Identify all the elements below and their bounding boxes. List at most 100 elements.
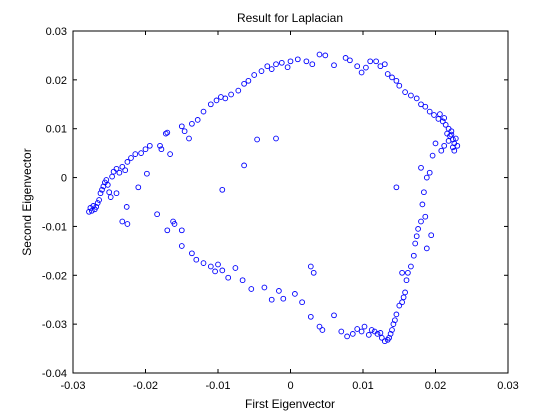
data-point — [413, 95, 420, 102]
data-point — [377, 330, 384, 336]
data-point — [200, 260, 207, 266]
y-tick-label: 0.03 — [46, 26, 67, 38]
data-point — [164, 227, 171, 234]
data-point — [303, 58, 310, 65]
data-point — [178, 243, 185, 249]
data-point — [363, 64, 369, 71]
x-tick-label: -0.01 — [205, 380, 230, 392]
data-point — [276, 288, 282, 294]
data-point — [138, 150, 144, 156]
data-point — [399, 269, 405, 276]
data-point — [258, 68, 265, 74]
data-point — [228, 91, 234, 98]
data-point — [441, 142, 448, 149]
data-point — [354, 63, 361, 70]
data-point — [367, 58, 374, 65]
data-point — [132, 151, 139, 157]
data-point — [378, 334, 385, 341]
data-point — [445, 138, 452, 144]
data-point — [164, 129, 171, 136]
data-point — [119, 163, 126, 170]
data-point — [418, 218, 424, 225]
x-tick-label: 0.02 — [425, 380, 446, 392]
data-point — [413, 233, 420, 240]
data-point — [144, 170, 150, 177]
data-point — [171, 221, 178, 227]
data-point — [309, 61, 316, 68]
data-point — [215, 261, 221, 268]
tick-marks — [72, 30, 509, 374]
data-point — [142, 146, 149, 153]
data-point — [419, 201, 426, 208]
data-point — [94, 200, 101, 206]
data-point — [103, 177, 110, 183]
data-point — [384, 71, 391, 77]
data-point — [426, 108, 433, 115]
x-tick-label: -0.02 — [133, 380, 158, 392]
data-point — [99, 186, 105, 193]
data-point — [251, 72, 258, 78]
data-point — [322, 52, 329, 59]
data-point — [178, 227, 185, 234]
data-point — [418, 101, 424, 108]
data-point — [396, 82, 403, 89]
data-point — [415, 226, 421, 232]
data-point — [393, 184, 400, 191]
data-point — [448, 128, 455, 135]
y-tick-label: 0.02 — [46, 75, 67, 87]
data-point — [389, 74, 395, 81]
data-point — [423, 245, 430, 252]
data-points — [86, 51, 461, 345]
data-point — [124, 159, 131, 165]
data-point — [86, 208, 92, 215]
data-point — [157, 142, 163, 149]
data-point — [284, 64, 291, 71]
data-point — [146, 142, 153, 149]
data-point — [212, 268, 218, 275]
data-point — [128, 155, 134, 161]
data-point — [316, 323, 323, 330]
y-tick-label: -0.02 — [42, 270, 67, 282]
data-point — [280, 295, 287, 302]
data-point — [412, 240, 419, 247]
y-tick-label: 0 — [61, 173, 67, 185]
data-point — [232, 265, 239, 271]
data-point — [428, 232, 435, 239]
data-point — [338, 328, 345, 335]
data-point — [123, 204, 130, 210]
data-point — [193, 256, 200, 263]
data-point — [441, 115, 448, 121]
data-point — [400, 294, 407, 301]
data-point — [264, 63, 271, 70]
data-point — [273, 61, 279, 68]
x-tick-label: -0.03 — [60, 380, 85, 392]
data-point — [162, 130, 169, 137]
data-point — [178, 123, 185, 130]
data-point — [384, 336, 391, 343]
data-point — [207, 263, 214, 270]
data-point — [310, 269, 317, 276]
data-point — [421, 189, 427, 196]
chart-title: Result for Laplacian — [237, 11, 343, 25]
data-point — [368, 327, 375, 333]
data-point — [349, 331, 356, 337]
data-point — [219, 267, 226, 274]
data-point — [371, 328, 378, 335]
data-point — [373, 58, 379, 65]
data-point — [241, 162, 247, 169]
data-point — [88, 207, 95, 214]
data-point — [399, 299, 405, 306]
data-point — [109, 173, 115, 180]
data-point — [110, 168, 117, 175]
data-point — [431, 112, 437, 118]
data-point — [432, 140, 439, 147]
data-point — [390, 321, 397, 327]
data-point — [200, 108, 207, 115]
data-point — [113, 190, 120, 197]
data-point — [292, 291, 298, 297]
data-point — [347, 57, 353, 64]
tick-labels: -0.03 -0.02 -0.01 0 0.01 0.02 0.03-0.04-0.03-0… — [42, 26, 519, 392]
data-point — [213, 97, 220, 104]
data-point — [104, 182, 111, 188]
data-point — [331, 312, 337, 319]
